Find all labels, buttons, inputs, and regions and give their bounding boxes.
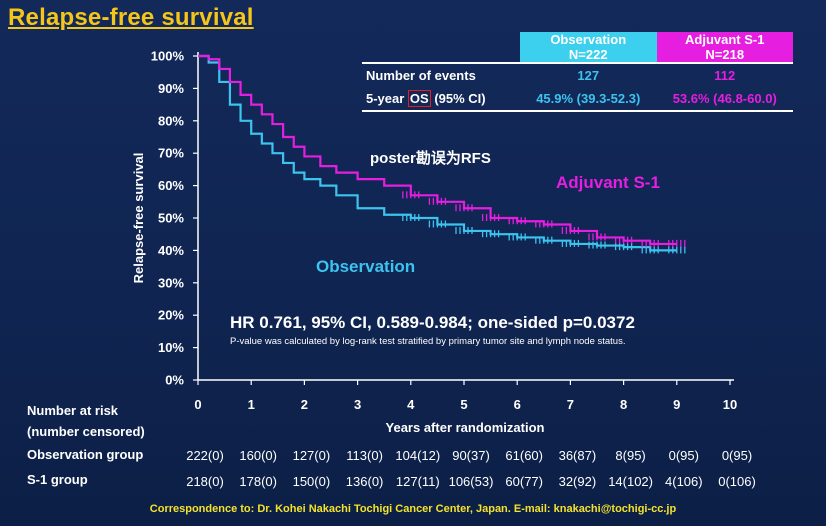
risk-value: 136(0) <box>345 474 384 489</box>
y-tick-label: 40% <box>158 243 184 258</box>
risk-value: 106(53) <box>448 474 494 489</box>
y-tick-label: 30% <box>158 275 184 290</box>
page-title: Relapse-free survival <box>8 4 254 31</box>
five-year-observation: 45.9% (39.3-52.3) <box>520 87 657 112</box>
x-tick-label: 7 <box>567 397 574 412</box>
summary-table-header: Observation N=222 Adjuvant S-1 N=218 <box>362 32 793 63</box>
five-year-row: 5-year OS (95% CI) 45.9% (39.3-52.3) 53.… <box>362 87 793 112</box>
x-tick-label: 2 <box>301 397 308 412</box>
os-highlight-box: OS <box>407 90 431 107</box>
summary-table: Observation N=222 Adjuvant S-1 N=218 Num… <box>362 32 793 112</box>
risk-value: 32(92) <box>558 474 597 489</box>
y-tick-label: 0% <box>165 373 184 388</box>
risk-value: 104(12) <box>395 448 441 463</box>
risk-value: 127(11) <box>395 474 440 489</box>
risk-value: 150(0) <box>292 474 331 489</box>
observation-header: Observation N=222 <box>520 32 657 63</box>
risk-value: 0(95) <box>668 448 699 463</box>
s1-annotation: Adjuvant S-1 <box>556 173 660 192</box>
observation-annotation: Observation <box>316 257 415 276</box>
risk-value: 113(0) <box>346 448 383 463</box>
five-year-s1: 53.6% (46.8-60.0) <box>656 87 793 112</box>
risk-header: Number at risk (number censored) <box>27 403 145 439</box>
risk-value: 222(0) <box>186 448 224 463</box>
risk-value: 178(0) <box>239 474 277 489</box>
x-tick-label: 0 <box>194 397 201 412</box>
y-tick-label: 90% <box>158 81 184 96</box>
x-tick-label: 9 <box>673 397 680 412</box>
y-axis-label: Relapse-free survival <box>131 153 146 284</box>
events-observation: 127 <box>520 62 657 87</box>
risk-value: 218(0) <box>186 474 224 489</box>
risk-observation-label: Observation group <box>27 447 144 462</box>
correspondence: Correspondence to: Dr. Kohei Nakachi Toc… <box>149 503 677 515</box>
erratum-note: poster勘误为RFS <box>370 150 491 167</box>
risk-value: 0(95) <box>721 448 753 463</box>
s1-header: Adjuvant S-1 N=218 <box>656 32 793 63</box>
risk-value: 61(60) <box>505 448 543 463</box>
y-tick-label: 100% <box>151 49 185 64</box>
risk-value: 90(37) <box>452 448 490 463</box>
events-label: Number of events <box>362 62 520 87</box>
risk-value: 0(106) <box>718 474 756 489</box>
x-tick-label: 8 <box>620 397 627 412</box>
risk-value: 8(95) <box>615 448 646 463</box>
events-s1: 112 <box>656 62 793 87</box>
x-tick-label: 6 <box>514 397 521 412</box>
x-axis-label: Years after randomization <box>386 420 545 435</box>
risk-value: 4(106) <box>665 474 703 489</box>
risk-value: 127(0) <box>292 448 331 463</box>
x-tick-label: 1 <box>248 397 255 412</box>
y-tick-label: 50% <box>158 211 184 226</box>
x-tick-label: 5 <box>460 397 467 412</box>
y-tick-label: 70% <box>158 146 184 161</box>
y-tick-label: 80% <box>158 113 184 128</box>
y-tick-label: 60% <box>158 178 184 193</box>
y-tick-label: 20% <box>158 308 184 323</box>
events-row: Number of events 127 112 <box>362 62 793 87</box>
x-tick-label: 3 <box>354 397 361 412</box>
risk-value: 36(87) <box>558 448 597 463</box>
hazard-ratio-text: HR 0.761, 95% CI, 0.589-0.984; one-sided… <box>230 313 635 332</box>
s1-curve <box>198 54 677 246</box>
five-year-label: 5-year OS (95% CI) <box>362 87 520 112</box>
risk-s1-label: S-1 group <box>27 472 88 487</box>
y-tick-label: 10% <box>158 340 184 355</box>
risk-value: 160(0) <box>239 448 277 463</box>
p-value-note: P-value was calculated by log-rank test … <box>230 336 626 347</box>
x-tick-label: 10 <box>723 397 737 412</box>
x-tick-label: 4 <box>407 397 415 412</box>
risk-value: 60(77) <box>505 474 543 489</box>
risk-value: 14(102) <box>608 474 653 489</box>
